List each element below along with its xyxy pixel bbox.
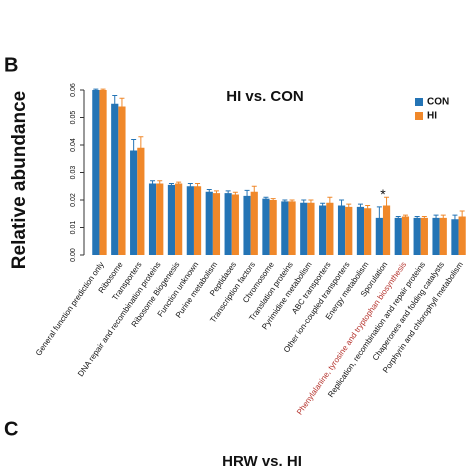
y-tick-label: 0.05 (70, 111, 77, 125)
error-bar (232, 191, 238, 197)
y-tick-label: 0.01 (70, 221, 77, 235)
error-bar (320, 202, 326, 208)
bar (99, 90, 107, 255)
chart-title: HRW vs. HI (222, 453, 302, 470)
error-bar (440, 214, 446, 221)
bar (439, 217, 447, 255)
error-bar (301, 199, 307, 206)
bar (250, 191, 258, 255)
error-bar (327, 196, 333, 209)
error-bar (282, 199, 288, 203)
bar (307, 202, 315, 255)
error-bar (384, 196, 390, 214)
bar (137, 147, 145, 255)
error-bar (100, 88, 106, 91)
chart-title: HI vs. CON (226, 88, 304, 105)
error-bar (289, 199, 295, 203)
bar (156, 183, 164, 255)
bar (243, 195, 251, 255)
bar (375, 217, 383, 255)
legend-swatch (415, 112, 423, 120)
bar (130, 150, 138, 255)
error-bar (244, 189, 250, 202)
bar (118, 106, 126, 255)
bar (413, 217, 421, 255)
bar (356, 206, 365, 255)
error-bar (339, 199, 345, 211)
bar (281, 201, 289, 255)
bar (364, 208, 372, 255)
error-bar (395, 216, 401, 220)
error-bar (251, 185, 257, 198)
bar (420, 217, 428, 255)
error-bar (150, 180, 156, 187)
bar (224, 193, 232, 255)
legend-label: HI (427, 111, 437, 122)
legend-swatch (415, 98, 423, 106)
error-bar (459, 210, 465, 222)
bar (451, 219, 459, 255)
error-bar (263, 196, 269, 200)
bar (186, 186, 194, 255)
bar (394, 217, 402, 255)
bar (300, 202, 308, 255)
error-bar (131, 139, 137, 162)
error-bar (93, 88, 99, 91)
error-bar (365, 205, 371, 211)
panel-label: C (4, 418, 18, 440)
error-bar (452, 214, 458, 224)
bar (401, 216, 410, 255)
legend-label: CON (427, 97, 449, 108)
error-bar (270, 198, 276, 202)
error-bar (176, 181, 182, 185)
error-bar (168, 183, 174, 187)
bar (175, 183, 183, 255)
y-tick-label: 0.02 (70, 193, 77, 207)
error-bar (346, 203, 352, 210)
bar (345, 206, 353, 255)
bar (231, 194, 239, 255)
bar (432, 217, 440, 255)
y-tick-label: 0.03 (70, 166, 77, 180)
bar (148, 183, 157, 255)
bar (167, 184, 176, 255)
bar (205, 191, 213, 255)
error-bar (195, 183, 201, 189)
error-bar (433, 214, 439, 221)
error-bar (206, 189, 212, 194)
bar (262, 198, 270, 255)
bar (92, 90, 100, 255)
y-axis-label: Relative abundance (9, 91, 30, 269)
error-bar (213, 190, 219, 196)
bar (326, 202, 334, 255)
error-bar (187, 183, 193, 189)
bar (382, 205, 391, 255)
y-tick-label: 0.00 (70, 248, 77, 262)
error-bar (138, 136, 144, 159)
error-bar (119, 97, 125, 115)
bar (212, 193, 221, 255)
y-tick-label: 0.04 (70, 138, 77, 152)
x-tick-label: General function prediction only (34, 260, 106, 357)
error-bar (421, 216, 427, 220)
panel-label: B (4, 54, 18, 76)
error-bar (414, 216, 420, 220)
error-bar (402, 214, 408, 218)
bar (269, 200, 277, 255)
error-bar (157, 180, 163, 187)
error-bar (357, 203, 363, 210)
bar (319, 205, 327, 255)
error-bar (112, 95, 118, 112)
error-bar (376, 206, 382, 229)
bar (111, 103, 119, 255)
annotation: * (380, 186, 386, 202)
bar (458, 216, 466, 255)
bar (193, 186, 202, 255)
error-bar (308, 199, 314, 206)
bar (337, 205, 346, 255)
error-bar (225, 190, 231, 196)
y-tick-label: 0.06 (70, 83, 77, 97)
bar (288, 201, 296, 255)
